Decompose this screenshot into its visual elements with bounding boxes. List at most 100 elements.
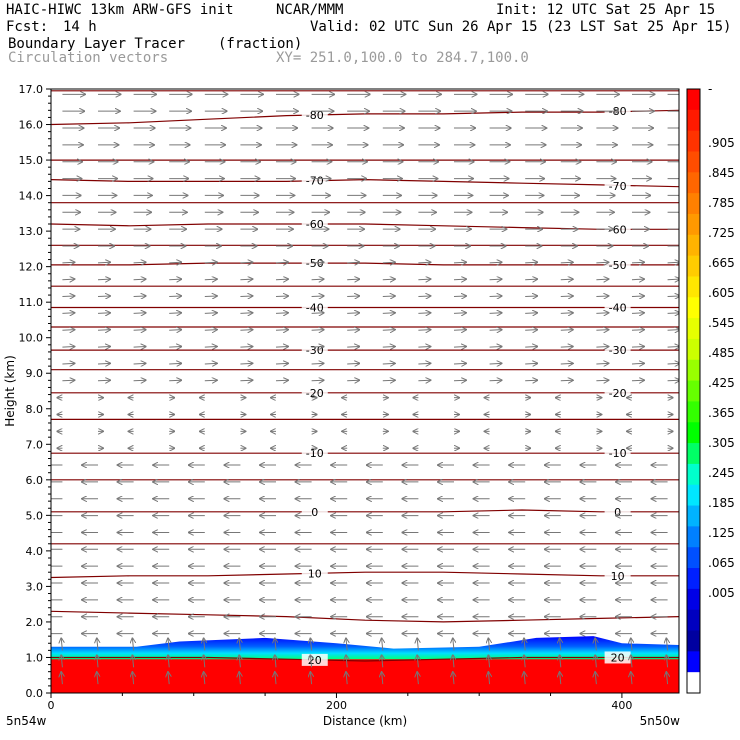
circulation-vector — [453, 672, 454, 685]
circulation-vector — [560, 672, 561, 685]
circulation-vector — [239, 672, 240, 685]
circulation-vector — [667, 330, 679, 331]
colorbar-swatch — [687, 630, 700, 652]
y-tick-label: 14.0 — [19, 190, 44, 203]
circulation-vector — [275, 262, 288, 263]
circulation-vector — [240, 380, 252, 381]
colorbar-label: .845 — [708, 166, 735, 180]
colorbar-label: .665 — [708, 256, 735, 270]
circulation-vector — [97, 346, 110, 347]
circulation-vector — [62, 296, 74, 297]
circulation-vector — [240, 296, 252, 297]
circulation-vector — [560, 346, 573, 347]
colorbar-swatch — [687, 297, 700, 319]
colorbar-label: .785 — [708, 196, 735, 210]
circulation-vector — [382, 380, 395, 381]
circulation-vector — [489, 313, 502, 314]
circulation-vector — [525, 346, 537, 347]
x-tick-label: 400 — [611, 699, 632, 712]
isotherm-label: -50 — [306, 257, 324, 270]
colorbar-swatch — [687, 276, 700, 298]
circulation-vector — [347, 330, 359, 331]
circulation-vector — [239, 655, 240, 668]
circulation-vector — [382, 672, 383, 685]
circulation-vector — [97, 313, 110, 314]
colorbar-label: .305 — [708, 436, 735, 450]
circulation-vector — [132, 672, 133, 685]
colorbar-swatch — [687, 443, 700, 465]
circulation-vector — [631, 346, 644, 347]
circulation-vector — [417, 672, 418, 685]
circulation-vector — [596, 363, 608, 364]
circulation-vector — [417, 638, 418, 651]
colorbar-swatch — [687, 609, 700, 632]
y-tick-label: 4.0 — [26, 545, 44, 558]
colorbar-swatch — [687, 422, 700, 444]
colorbar-swatch — [687, 463, 700, 486]
x-left-endpoint: 5n54w — [6, 714, 47, 728]
circulation-vector — [453, 638, 454, 651]
colorbar-swatch — [687, 172, 700, 194]
circulation-vector — [488, 655, 489, 668]
circulation-vector — [489, 330, 502, 331]
circulation-vector — [347, 262, 359, 263]
circulation-vector — [453, 296, 466, 297]
circulation-vector — [62, 279, 74, 280]
circulation-vector — [453, 346, 466, 347]
circulation-vector — [133, 330, 146, 331]
circulation-vector — [347, 296, 359, 297]
circulation-vector — [133, 313, 146, 314]
circulation-vector — [204, 638, 205, 651]
circulation-vector — [347, 380, 359, 381]
circulation-vector — [169, 330, 181, 331]
circulation-vector — [169, 346, 181, 347]
y-tick-label: 15.0 — [19, 154, 44, 167]
circulation-vector — [275, 363, 288, 364]
colorbar-swatch — [687, 359, 700, 382]
circulation-vector — [560, 279, 573, 280]
circulation-vector — [204, 296, 217, 297]
circulation-vector — [631, 296, 644, 297]
y-tick-label: 0.0 — [26, 687, 44, 700]
circulation-vector — [453, 655, 454, 668]
circulation-vector — [168, 638, 169, 651]
isotherm-label: -10 — [306, 447, 324, 460]
y-tick-label: 2.0 — [26, 616, 44, 629]
circulation-vector — [631, 363, 644, 364]
circulation-vector — [62, 363, 74, 364]
colorbar-label: .065 — [708, 556, 735, 570]
isotherm-label: -30 — [306, 344, 324, 357]
circulation-vector — [204, 262, 217, 263]
y-tick-label: 6.0 — [26, 474, 44, 487]
y-tick-label: 5.0 — [26, 509, 44, 522]
circulation-vector — [666, 638, 667, 651]
circulation-vector — [525, 279, 537, 280]
circulation-vector — [596, 262, 608, 263]
circulation-vector — [240, 330, 252, 331]
forecast-label: Fcst: — [6, 19, 49, 35]
colorbar-frame — [686, 88, 701, 694]
circulation-vector — [132, 638, 133, 651]
circulation-vector — [631, 330, 644, 331]
circulation-vector — [418, 380, 430, 381]
isotherm-label: -60 — [609, 223, 627, 236]
circulation-vector — [667, 296, 679, 297]
circulation-vector — [667, 363, 679, 364]
y-axis: 0.0 1.0 2.0 3.0 4.0 5.0 6.0 7.0 8.0 9.0 10.0 11.0 12… — [3, 83, 51, 700]
y-tick-label: 10.0 — [19, 332, 44, 345]
colorbar-label: .005 — [708, 586, 735, 600]
temperature-contours: -80 -80-70 -70-60 -60-50 -50-40 -40-30 -30-20-… — [51, 90, 679, 667]
circulation-vector — [453, 279, 466, 280]
circulation-vectors — [51, 94, 679, 685]
circulation-vector — [453, 363, 466, 364]
circulation-vector — [489, 363, 502, 364]
circulation-vector — [347, 313, 359, 314]
circulation-vector — [631, 672, 632, 685]
colorbar-swatch — [687, 568, 700, 590]
colorbar-swatch — [687, 588, 700, 611]
circulation-vector — [524, 655, 525, 668]
circulation-vector — [560, 380, 573, 381]
circulation-vector — [133, 279, 146, 280]
isotherm-label: -70 — [609, 180, 627, 193]
colorbar-label: .365 — [708, 406, 735, 420]
